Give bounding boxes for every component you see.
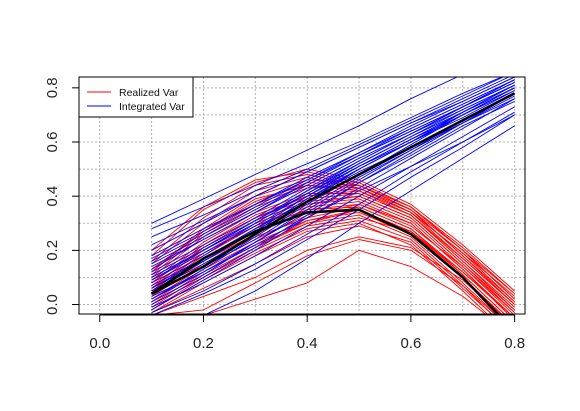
y-tick-label: 0.0 [44,294,61,315]
integrated-var-line [151,111,515,314]
series-group [150,77,516,314]
y-tick-label: 0.4 [44,186,61,207]
x-tick-label: 0.8 [504,335,525,352]
integrated-mean-line [150,92,516,295]
legend-label-realized: Realized Var [119,87,179,99]
integrated-var-line [151,81,515,265]
realized-var-line [160,239,496,314]
integrated-var-line [151,90,515,281]
x-tick-label: 0.4 [297,335,318,352]
integrated-var-line [151,100,515,303]
integrated-var-line [151,77,459,224]
realized-var-line [151,225,493,314]
integrated-var-line [151,81,515,259]
integrated-var-line [151,87,515,276]
integrated-var-line [151,84,515,292]
integrated-var-line [151,77,510,251]
realized-var-line [206,249,486,314]
integrated-var-line [151,77,515,262]
axes: 0.0 0.2 0.4 0.6 0.8 0.0 0.2 0.4 0.6 0.8 [44,77,525,352]
integrated-var-line [205,125,515,314]
y-tick-label: 0.8 [44,77,61,98]
y-tick-label: 0.2 [44,240,61,261]
integrated-var-line [151,77,505,238]
realized-var-line [154,236,502,314]
integrated-var-line [153,114,515,314]
integrated-var-line [151,98,515,311]
realized-mean-line [150,208,500,314]
legend-box [78,76,194,118]
y-tick-label: 0.6 [44,132,61,153]
integrated-var-line [151,84,515,273]
realized-var-line [151,209,506,314]
integrated-var-line [151,79,515,267]
x-tick-label: 0.2 [193,335,214,352]
legend-label-integrated: Integrated Var [119,101,185,113]
integrated-var-line [151,77,503,230]
x-tick-label: 0.0 [89,335,110,352]
x-tick-label: 0.6 [400,335,421,352]
legend: Realized Var Integrated Var [78,76,194,118]
